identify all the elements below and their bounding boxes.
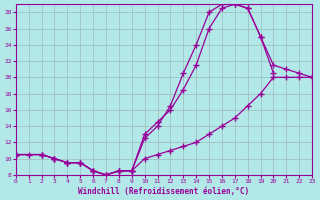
X-axis label: Windchill (Refroidissement éolien,°C): Windchill (Refroidissement éolien,°C)	[78, 187, 250, 196]
